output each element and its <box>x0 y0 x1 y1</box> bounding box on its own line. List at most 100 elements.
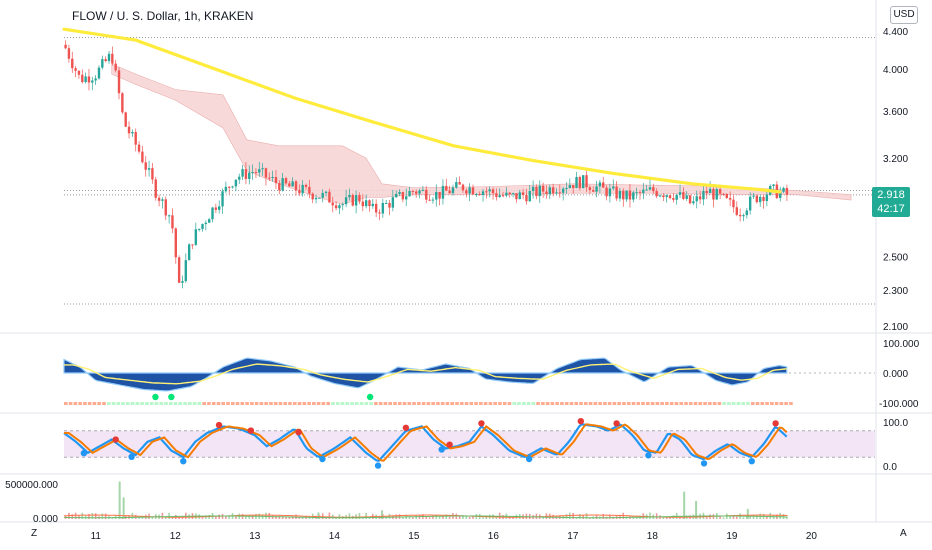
candle-body <box>735 207 739 215</box>
price-tick-label: 2.500 <box>883 253 908 264</box>
volume-tick-label: 0.000 <box>33 514 58 525</box>
candle-body <box>137 144 141 152</box>
candle-body <box>228 186 231 188</box>
status-strip-segment <box>684 402 688 405</box>
status-strip-segment <box>722 402 726 405</box>
candle-body <box>551 187 555 194</box>
status-strip-segment <box>493 402 497 405</box>
candle-body <box>498 195 501 198</box>
currency-button[interactable]: USD <box>890 6 918 24</box>
auto-scale-button[interactable]: A <box>900 528 907 539</box>
volume-bar <box>88 514 90 519</box>
volume-bar <box>719 515 721 519</box>
status-strip-segment <box>145 402 149 405</box>
volume-bar <box>205 515 207 519</box>
status-strip-segment <box>226 402 230 405</box>
volume-bar <box>248 515 251 519</box>
status-strip-segment <box>765 402 769 405</box>
candle-body <box>672 198 675 200</box>
volume-bar <box>228 516 231 519</box>
volume-bar <box>752 515 755 519</box>
stoch-peak-marker <box>613 420 620 427</box>
status-strip-segment <box>292 402 297 405</box>
candle-body <box>244 169 248 179</box>
candle-body <box>194 229 198 245</box>
status-strip-segment <box>149 402 154 405</box>
status-strip-segment <box>655 402 660 405</box>
candle-body <box>698 196 702 200</box>
candle-body <box>481 191 485 196</box>
volume-bar <box>495 516 498 519</box>
volume-bar <box>358 512 361 519</box>
status-strip-segment <box>374 402 378 405</box>
status-strip-segment <box>173 402 178 405</box>
status-strip-segment <box>545 402 550 405</box>
candle-body <box>448 190 451 194</box>
volume-bar <box>669 516 671 519</box>
candle-body <box>318 197 321 199</box>
candle-body <box>298 190 301 194</box>
candle-body <box>104 59 107 62</box>
status-strip-segment <box>459 402 464 405</box>
volume-bar <box>602 514 605 519</box>
candle-body <box>618 190 622 199</box>
status-strip-segment <box>564 402 569 405</box>
candle-body <box>435 191 438 200</box>
price-tick-label: 4.000 <box>883 65 908 76</box>
status-strip-segment <box>102 402 106 405</box>
volume-bar <box>472 515 474 519</box>
stoch-trough-marker <box>128 453 135 460</box>
zoom-reset-button[interactable]: Z <box>31 528 38 539</box>
price-tick-label: 3.600 <box>883 107 908 118</box>
volume-bar <box>579 513 581 519</box>
status-strip-segment <box>326 402 330 405</box>
stoch-trough-marker <box>180 458 187 465</box>
status-strip-segment <box>64 402 68 405</box>
volume-bar <box>348 513 351 519</box>
volume-panel <box>63 481 788 519</box>
candle-body <box>501 195 505 197</box>
candle-body <box>705 190 708 194</box>
status-strip-segment <box>412 402 416 405</box>
candle-body <box>752 195 755 197</box>
status-strip-segment <box>469 402 474 405</box>
volume-spike <box>746 508 749 519</box>
status-strip-segment <box>202 402 206 405</box>
volume-bar <box>251 515 254 519</box>
status-strip-segment <box>598 402 602 405</box>
volume-spike <box>122 497 125 519</box>
status-strip-segment <box>207 402 211 405</box>
bar-countdown: 42:17 <box>877 203 905 215</box>
oscillator-tick-label: 0.000 <box>883 369 908 380</box>
candle-body <box>248 172 251 179</box>
candle-body <box>431 199 435 201</box>
status-strip-segment <box>541 402 545 405</box>
candle-body <box>748 196 752 211</box>
status-strip-segment <box>507 402 512 405</box>
candle-body <box>261 168 264 170</box>
candle-body <box>588 187 592 191</box>
status-strip-segment <box>192 402 197 405</box>
candle-body <box>738 214 742 217</box>
volume-bar <box>402 517 404 519</box>
candle-body <box>311 193 314 200</box>
status-strip-segment <box>92 402 97 405</box>
candle-body <box>91 80 94 83</box>
candle-body <box>131 131 134 134</box>
stoch-trough-marker <box>748 458 755 465</box>
candle-body <box>84 76 87 83</box>
stoch-trough-marker <box>319 455 326 463</box>
candle-body <box>238 176 241 180</box>
candle-body <box>765 194 769 201</box>
time-tick-label: 13 <box>249 531 261 542</box>
volume-bar <box>619 514 621 519</box>
candle-body <box>384 202 388 204</box>
axis-labels: 4.400 4.000 3.600 3.200 2.500 2.300 2.100 100.0… <box>5 27 919 542</box>
candle-body <box>682 192 685 199</box>
oscillator-area <box>63 357 788 392</box>
status-strip-segment <box>698 402 703 405</box>
volume-bar <box>338 514 341 519</box>
volume-bar <box>512 517 514 519</box>
candle-body <box>181 281 184 283</box>
